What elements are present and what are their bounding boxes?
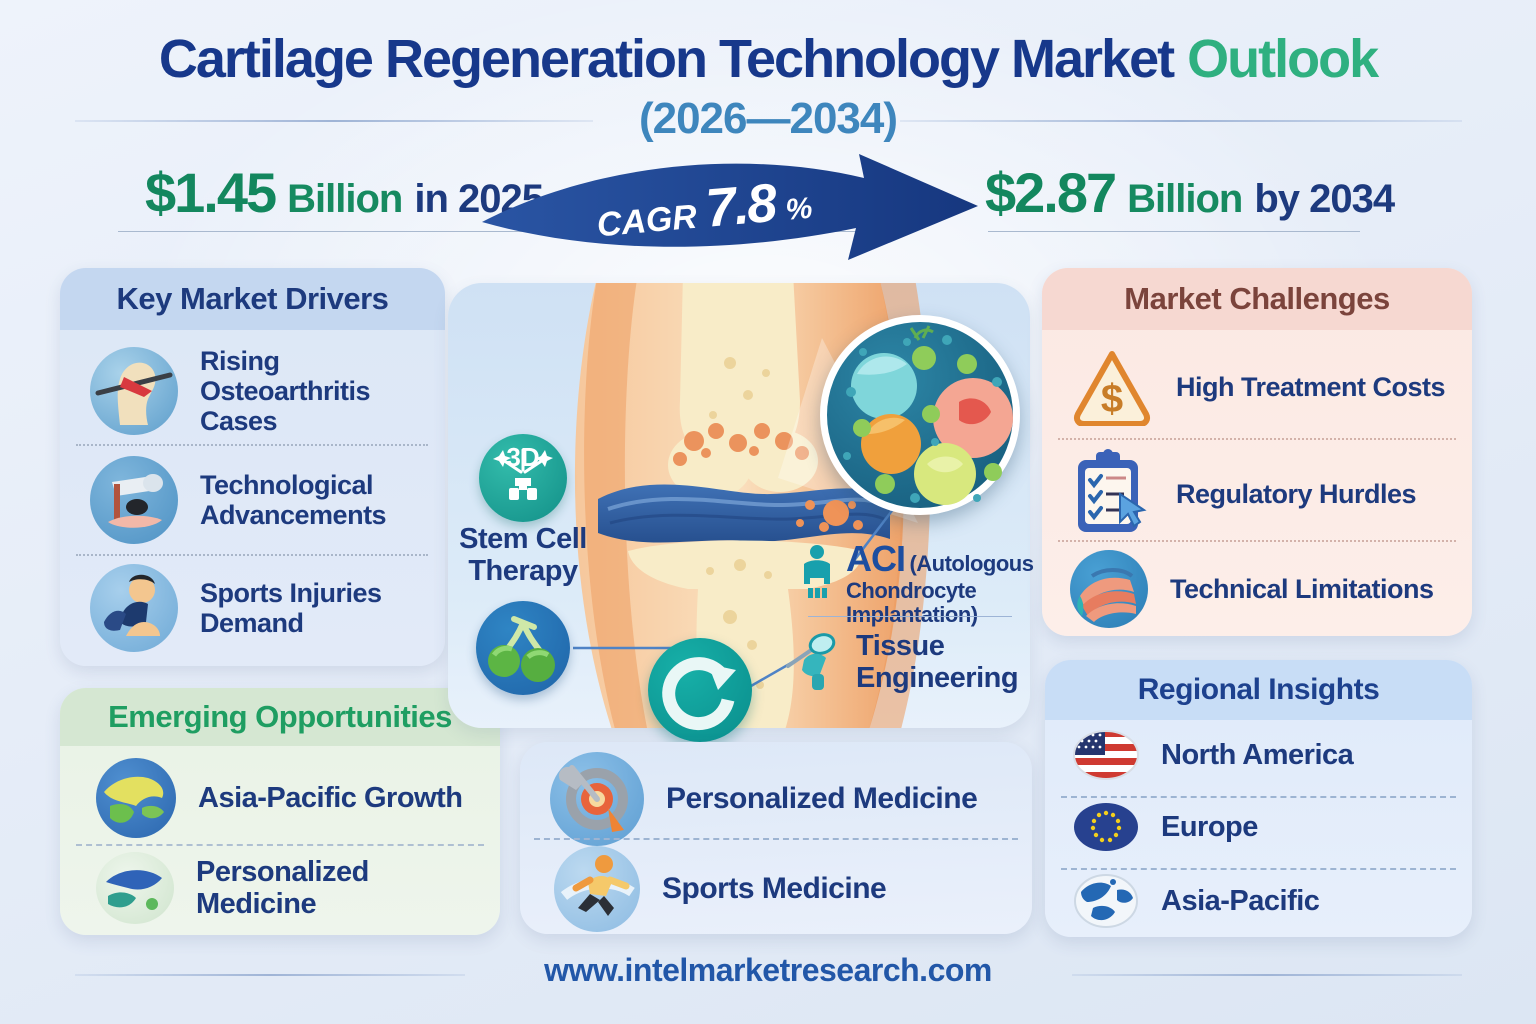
- application-label: Sports Medicine: [662, 872, 887, 906]
- stat-2034-context: by 2034: [1254, 177, 1395, 221]
- region-label: Europe: [1161, 810, 1258, 843]
- list-item: Sports Medicine: [554, 846, 1014, 932]
- divider: [1061, 796, 1456, 798]
- stat-2025-underline: [118, 231, 874, 232]
- regional-panel-title: Regional Insights: [1045, 660, 1472, 720]
- aci-full: (Autologous Chondrocyte Implantation): [846, 551, 1034, 627]
- challenges-panel-title: Market Challenges: [1042, 268, 1472, 330]
- subtitle-line-right: [900, 120, 1462, 122]
- aci-label-group: ACI (Autologous Chondrocyte Implantation…: [800, 538, 1045, 627]
- footer-line-left: [75, 974, 465, 976]
- footer-line-right: [1072, 974, 1462, 976]
- subtitle-line-left: [75, 120, 593, 122]
- bioprinter-glyph: [493, 448, 553, 500]
- opportunity-label: Asia-Pacific Growth: [198, 781, 463, 814]
- driver-label: Rising Osteoarthritis Cases: [200, 346, 371, 437]
- stat-2034-underline: [988, 231, 1360, 232]
- stat-2034-unit: Billion: [1127, 177, 1243, 221]
- clipboard-check-icon: [1070, 448, 1154, 540]
- eu-flag-icon: [1073, 802, 1139, 852]
- list-item: Technical Limitations: [1070, 550, 1460, 628]
- list-item: Personalized Medicine: [96, 852, 476, 924]
- cartilage-tissue-icon: [1070, 550, 1148, 628]
- us-flag-icon: [1073, 730, 1139, 780]
- panel-regional-insights: Regional Insights North America: [1045, 660, 1472, 937]
- cells-micro-icon: [843, 325, 1013, 505]
- divider: [76, 844, 484, 846]
- stem-cells-icon: [476, 601, 570, 695]
- globe-asia-icon: [1073, 874, 1139, 928]
- challenge-label: High Treatment Costs: [1176, 371, 1446, 402]
- divider: [76, 554, 428, 556]
- aci-abbr: ACI: [846, 538, 906, 579]
- 3d-bioprinting-icon: 3D: [479, 434, 567, 522]
- divider: [1061, 868, 1456, 870]
- list-item: $ High Treatment Costs: [1070, 348, 1460, 426]
- region-label: North America: [1161, 738, 1354, 771]
- challenge-label: Technical Limitations: [1170, 573, 1434, 604]
- target-icon: [550, 752, 644, 846]
- list-item: Asia-Pacific Growth: [96, 758, 476, 838]
- cagr-value: 7.8: [703, 172, 778, 239]
- growth-arrow-icon: [482, 154, 978, 260]
- application-label: Personalized Medicine: [666, 782, 978, 816]
- divider: [808, 616, 1012, 617]
- svg-text:$: $: [1101, 377, 1123, 421]
- opportunity-label: Personalized Medicine: [196, 855, 369, 920]
- divider: [76, 444, 428, 446]
- athlete-icon: [90, 564, 178, 652]
- cagr-percent: %: [784, 191, 814, 227]
- tissue-tool-icon: [786, 633, 836, 690]
- stat-2034-amount: $2.87: [985, 161, 1117, 224]
- divider: [1058, 540, 1456, 542]
- drivers-panel-title: Key Market Drivers: [60, 268, 445, 330]
- subtitle-years: (2026—2034): [638, 94, 898, 143]
- stat-2034: $2.87 Billion by 2034: [985, 160, 1395, 225]
- driver-label: Sports Injuries Demand: [200, 577, 382, 638]
- panel-applications: Personalized Medicine Sports Medicine: [520, 742, 1032, 934]
- bio-swirl-icon: [96, 852, 174, 924]
- panel-emerging-opportunities: Emerging Opportunities Asia-Pacific Grow…: [60, 688, 500, 935]
- list-item: Europe: [1073, 802, 1453, 852]
- cost-warning-icon: $: [1070, 348, 1154, 426]
- panel-market-challenges: Market Challenges $ High Treatment Costs: [1042, 268, 1472, 636]
- tissue-engineering-label: Tissue Engineering: [856, 630, 1019, 694]
- panel-key-market-drivers: Key Market Drivers Rising Osteoarthritis…: [60, 268, 445, 666]
- stat-2025-unit: Billion: [287, 177, 403, 221]
- medical-device-icon: [90, 456, 178, 544]
- regeneration-cycle-icon: [648, 638, 752, 742]
- stat-2025: $1.45 Billion in 2025: [145, 160, 544, 225]
- page-title: Cartilage Regeneration Technology Market…: [0, 28, 1536, 90]
- chondrocyte-cells-inset: [820, 315, 1020, 515]
- stat-2025-amount: $1.45: [145, 161, 277, 224]
- website-url: www.intelmarketresearch.com: [544, 952, 992, 988]
- opportunities-panel-title: Emerging Opportunities: [60, 688, 500, 746]
- globe-growth-icon: [96, 758, 176, 838]
- list-item: Technological Advancements: [90, 456, 420, 544]
- region-label: Asia-Pacific: [1161, 884, 1320, 917]
- injured-head-icon: [90, 347, 178, 436]
- cagr-label: CAGR: [595, 197, 699, 245]
- list-item: Regulatory Hurdles: [1070, 448, 1460, 540]
- list-item: Rising Osteoarthritis Cases: [90, 346, 420, 437]
- divider: [534, 838, 1018, 840]
- patient-icon: [804, 545, 830, 598]
- title-main: Cartilage Regeneration Technology Market: [158, 29, 1175, 89]
- divider: [1058, 438, 1456, 440]
- list-item: North America: [1073, 730, 1453, 780]
- list-item: Sports Injuries Demand: [90, 564, 420, 652]
- list-item: Personalized Medicine: [550, 752, 1010, 846]
- challenge-label: Regulatory Hurdles: [1176, 478, 1417, 509]
- tissue-engineering-group: Tissue Engineering: [786, 630, 1036, 696]
- runner-icon: [554, 846, 640, 932]
- driver-label: Technological Advancements: [200, 469, 387, 530]
- title-accent: Outlook: [1187, 29, 1379, 89]
- list-item: Asia-Pacific: [1073, 874, 1453, 928]
- stem-cell-therapy-label: Stem Cell Therapy: [459, 523, 587, 587]
- cagr-arrow: CAGR 7.8 %: [478, 146, 978, 264]
